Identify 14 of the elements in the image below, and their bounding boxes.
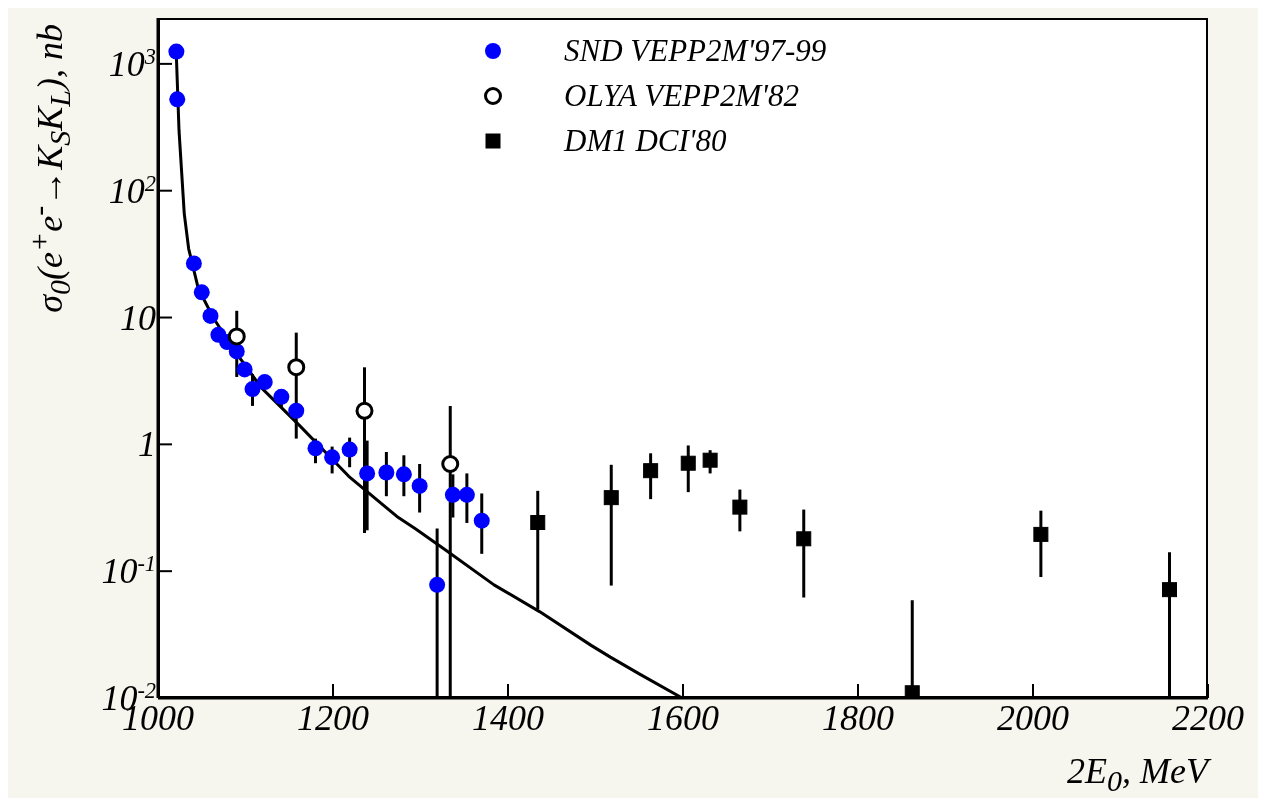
- legend-label: OLYA VEPP2M'82: [564, 77, 799, 114]
- x-tick-label: 1600: [647, 698, 719, 738]
- x-tick-label: 1800: [822, 698, 894, 738]
- y-tick-label: 1: [138, 424, 156, 465]
- x-tick-label: 1400: [472, 698, 544, 738]
- legend-label: SND VEPP2M'97-99: [564, 32, 827, 69]
- x-tick-label: 2000: [997, 698, 1069, 738]
- legend-label: DM1 DCI'80: [564, 122, 727, 159]
- y-tick-label: 10$^{2}$: [108, 170, 156, 211]
- y-tick-label: 10$^{3}$: [108, 43, 156, 84]
- x-tick-label: 2200: [1172, 698, 1244, 738]
- x-tick-label: 1200: [297, 698, 369, 738]
- y-tick-label: 10: [120, 297, 156, 338]
- y-tick-label: 10$^{-1}$: [101, 550, 156, 592]
